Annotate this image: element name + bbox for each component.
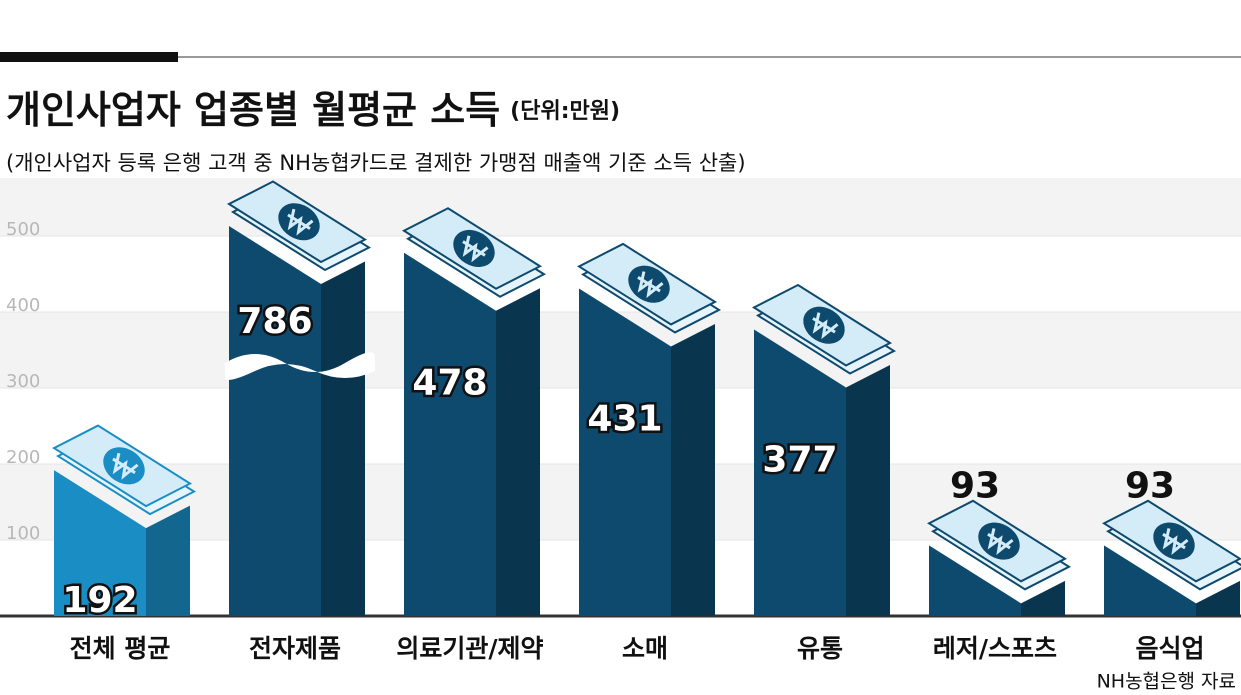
plot: 100 200 300 400 500 192 전체 평균 786 전자제품 478 의료기관/제약… (0, 178, 1241, 663)
won-sign (287, 208, 314, 236)
bar (51, 424, 197, 616)
bar (576, 242, 722, 616)
bar (1101, 499, 1241, 616)
bar-front (404, 252, 496, 616)
title-text: 개인사업자 업종별 월평균 소득 (6, 88, 500, 132)
bar-front (929, 545, 1021, 616)
won-sign (812, 312, 839, 340)
won-sign (1162, 528, 1189, 555)
x-tick-label: 전체 평균 (70, 634, 171, 663)
bar-front (1104, 545, 1196, 616)
bar-side (1196, 580, 1240, 616)
bar-side (671, 323, 715, 616)
won-sign (112, 452, 139, 480)
bar (401, 207, 547, 616)
x-tick-label: 전자제품 (249, 634, 341, 663)
won-sign (637, 271, 664, 299)
x-tick-label: 유통 (797, 634, 843, 663)
y-tick-label: 500 (6, 219, 40, 240)
bar (751, 283, 897, 616)
bar-side (1021, 580, 1065, 616)
bar-front (54, 470, 146, 616)
value-label: 431 (587, 398, 662, 439)
bar-front (229, 226, 321, 616)
won-sign (987, 528, 1014, 555)
y-tick-label: 100 (6, 523, 40, 544)
x-tick-label: 레저/스포츠 (933, 634, 1057, 663)
bar-side (321, 261, 365, 616)
x-tick-label: 음식업 (1135, 634, 1204, 663)
unit-text: (단위:만원) (510, 99, 620, 124)
header-bar (0, 52, 178, 62)
value-label: 478 (412, 363, 487, 404)
x-tick-label: 소매 (622, 634, 668, 663)
bar-side (496, 288, 540, 616)
source: NH농협은행 자료 (1097, 671, 1236, 693)
bar-front (754, 329, 846, 616)
bar (926, 499, 1072, 616)
axis-break (225, 352, 375, 380)
x-tick-label: 의료기관/제약 (396, 634, 543, 663)
y-tick-label: 300 (6, 371, 40, 392)
chart-title: 개인사업자 업종별 월평균 소득 (단위:만원) (6, 88, 620, 132)
value-label: 192 (62, 580, 137, 621)
value-label: 377 (762, 439, 837, 480)
bar-front (579, 288, 671, 616)
value-label: 93 (1125, 465, 1175, 506)
value-label: 786 (237, 301, 312, 342)
grid-band (0, 178, 1241, 236)
y-tick-label: 200 (6, 447, 40, 468)
won-sign (462, 235, 489, 263)
y-tick-label: 400 (6, 295, 40, 316)
chart-subtitle: (개인사업자 등록 은행 고객 중 NH농협카드로 결제한 가맹점 매출액 기준… (6, 151, 746, 175)
bar-side (846, 364, 890, 616)
value-label: 93 (950, 465, 1000, 506)
bar (225, 180, 375, 616)
bar-side (146, 505, 190, 616)
